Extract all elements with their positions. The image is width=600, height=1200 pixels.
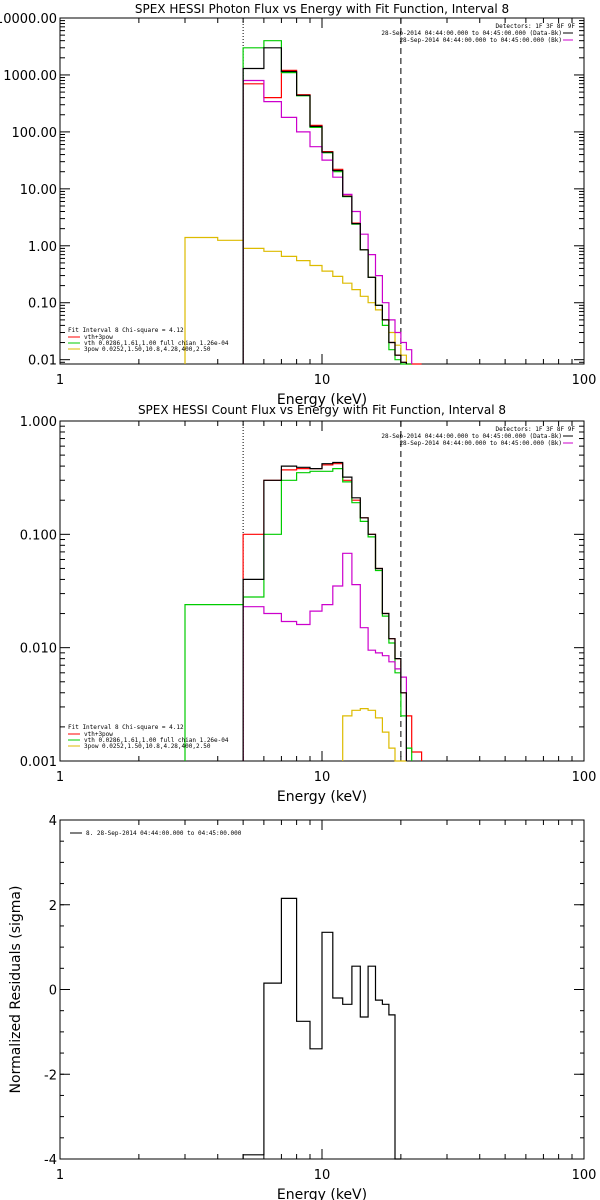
x-tick-label: 10 <box>314 373 331 388</box>
y-tick-label: -2 <box>44 1068 57 1083</box>
x-axis-label: Energy (keV) <box>277 392 367 408</box>
time-data-annotation: 28-Sep-2014 04:44:00.000 to 04:45:00.000… <box>399 440 562 447</box>
y-tick-label: 0.010 <box>20 642 57 657</box>
y-tick-label: 10.00 <box>20 183 57 198</box>
series-line-3 <box>342 708 407 762</box>
y-tick-label: 0.01 <box>28 354 57 369</box>
chart-title: SPEX HESSI Count Flux vs Energy with Fit… <box>138 403 506 417</box>
y-axis-label: Normalized Residuals (sigma) <box>8 886 24 1094</box>
y-tick-label: 100.00 <box>12 126 58 141</box>
series-line-5 <box>242 47 407 364</box>
series-line-4 <box>242 79 413 364</box>
chart-title: SPEX HESSI Photon Flux vs Energy with Fi… <box>135 2 509 16</box>
fit-chisq-annotation: Fit Interval 8 Chi-square = 4.12 <box>68 724 184 731</box>
x-tick-label: 100 <box>572 1168 597 1183</box>
x-tick-label: 10 <box>314 770 331 785</box>
y-tick-label: 0.100 <box>20 528 57 543</box>
legend-label-1: vth+3pow <box>84 334 113 341</box>
y-tick-label: 0.10 <box>28 297 57 312</box>
x-tick-label: 100 <box>572 770 597 785</box>
y-tick-label: 0 <box>49 984 57 999</box>
detectors-annotation: Detectors: 1F 3F 8F 9F <box>496 426 576 433</box>
chart-panel-2: SPEX HESSI Count Flux vs Energy with Fit… <box>20 403 597 805</box>
detectors-annotation: Detectors: 1F 3F 8F 9F <box>496 23 576 30</box>
y-tick-label: 1.00 <box>28 240 57 255</box>
x-tick-label: 100 <box>572 373 597 388</box>
series-line-4 <box>242 552 407 761</box>
x-tick-label: 1 <box>56 1168 64 1183</box>
y-tick-label: 0.001 <box>20 755 57 770</box>
time-data-annotation: 28-Sep-2014 04:44:00.000 to 04:45:00.000… <box>399 37 562 44</box>
x-tick-label: 1 <box>56 770 64 785</box>
y-tick-label: 1000.00 <box>3 69 57 84</box>
x-axis-label: Energy (keV) <box>277 1187 367 1200</box>
legend-label-2: vth 0.0286,1.61,1.00 full chian 1.26e-04 <box>84 737 229 744</box>
series-line-1 <box>242 897 401 1160</box>
y-tick-label: 10000.00 <box>0 12 57 27</box>
series-line-5 <box>242 461 407 761</box>
chart-panel-1: SPEX HESSI Photon Flux vs Energy with Fi… <box>0 2 596 408</box>
y-tick-label: 1.000 <box>20 415 57 430</box>
fit-chisq-annotation: Fit Interval 8 Chi-square = 4.12 <box>68 327 184 334</box>
x-axis-label: Energy (keV) <box>277 789 367 805</box>
y-tick-label: 2 <box>49 899 57 914</box>
time-bk-annotation: 28-Sep-2014 04:44:00.000 to 04:45:00.000… <box>381 30 562 37</box>
x-tick-label: 1 <box>56 373 64 388</box>
y-tick-label: -4 <box>44 1153 57 1168</box>
y-tick-label: 4 <box>49 814 57 829</box>
legend-label-2: vth 0.0286,1.61,1.00 full chian 1.26e-04 <box>84 340 229 347</box>
legend-label-1: 8. 28-Sep-2014 04:44:00.000 to 04:45:00.… <box>86 830 242 837</box>
legend-label-1: vth+3pow <box>84 731 113 738</box>
chart-panel-3: 1 10 100 Energy (keV) 4 2 0 -2 -4 Normalized Resi… <box>8 814 596 1200</box>
time-bk-annotation: 28-Sep-2014 04:44:00.000 to 04:45:00.000… <box>381 433 562 440</box>
legend-label-3: 3pow 0.0252,1.50,10.8,4.28,400,2.50 <box>84 743 211 750</box>
legend-label-3: 3pow 0.0252,1.50,10.8,4.28,400,2.50 <box>84 346 211 353</box>
x-tick-label: 10 <box>314 1168 331 1183</box>
